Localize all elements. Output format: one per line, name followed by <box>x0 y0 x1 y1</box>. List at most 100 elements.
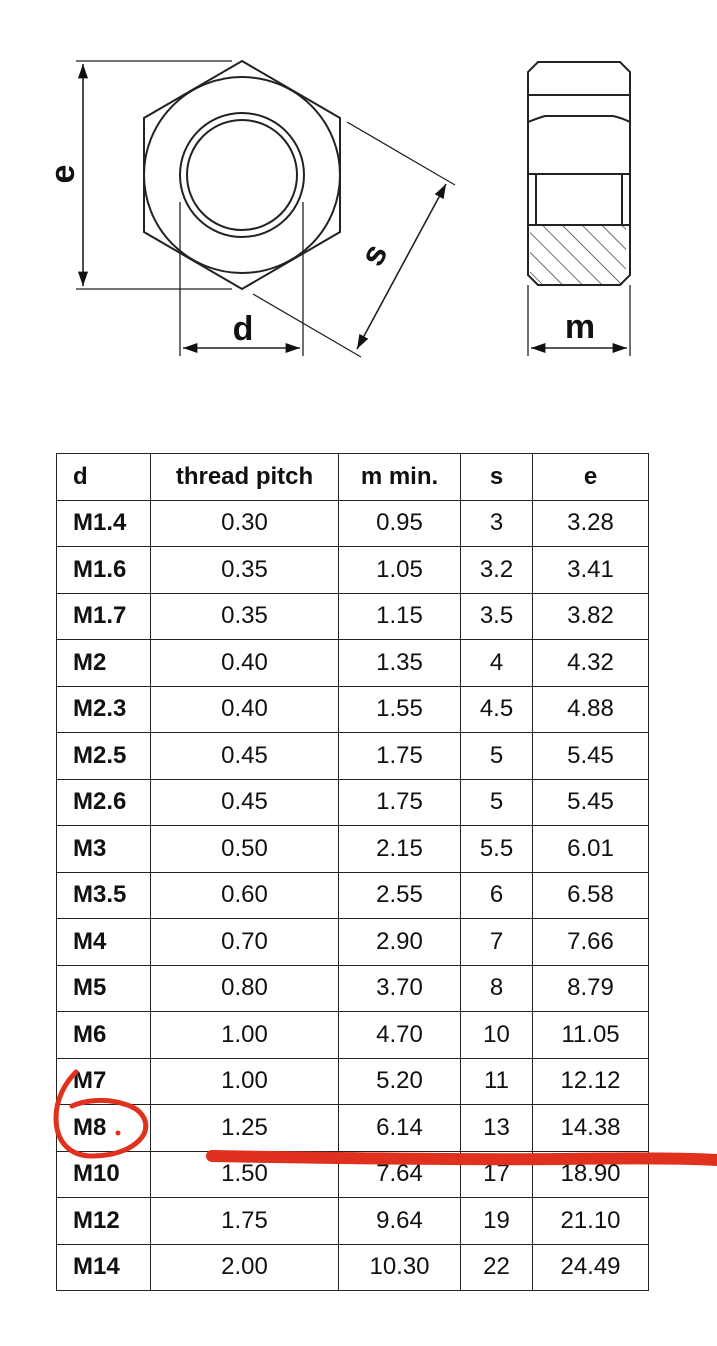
table-row: M2.3 0.40 1.55 4.5 4.88 <box>56 685 649 733</box>
label-m: m <box>565 308 595 346</box>
cell-d: M10 <box>56 1150 151 1198</box>
cell-m-min: 4.70 <box>338 1011 461 1059</box>
table-row: M7 1.00 5.20 11 12.12 <box>56 1057 649 1105</box>
hex-nut-diagram: e d s m <box>44 59 631 358</box>
cell-d: M2.3 <box>56 685 151 733</box>
label-e: e <box>44 165 82 184</box>
cell-m-min: 2.15 <box>338 825 461 873</box>
cell-thread-pitch: 0.40 <box>150 639 339 687</box>
cell-thread-pitch: 0.45 <box>150 732 339 780</box>
cell-m-min: 1.15 <box>338 592 461 640</box>
table-row: M6 1.00 4.70 10 11.05 <box>56 1011 649 1059</box>
cell-s: 3 <box>460 499 533 547</box>
header-d: d <box>56 453 151 501</box>
cell-e: 11.05 <box>532 1011 649 1059</box>
chamfer-circle <box>143 76 341 274</box>
cell-thread-pitch: 0.60 <box>150 871 339 919</box>
label-d: d <box>233 310 254 348</box>
table-row: M3.5 0.60 2.55 6 6.58 <box>56 871 649 919</box>
thread-outer-circle <box>179 112 305 238</box>
table-row: M12 1.75 9.64 19 21.10 <box>56 1197 649 1245</box>
cell-d: M3 <box>56 825 151 873</box>
cell-e: 14.38 <box>532 1104 649 1152</box>
cell-m-min: 7.64 <box>338 1150 461 1198</box>
cell-s: 10 <box>460 1011 533 1059</box>
cell-e: 24.49 <box>532 1243 649 1291</box>
cell-s: 6 <box>460 871 533 919</box>
cell-e: 6.01 <box>532 825 649 873</box>
table-row: M5 0.80 3.70 8 8.79 <box>56 964 649 1012</box>
table-body: M1.4 0.30 0.95 3 3.28 M1.6 0.35 1.05 3.2 3.41 M1.7… <box>56 499 649 1291</box>
side-view <box>527 61 631 356</box>
cell-e: 3.28 <box>532 499 649 547</box>
cell-e: 4.88 <box>532 685 649 733</box>
cell-m-min: 6.14 <box>338 1104 461 1152</box>
cell-s: 5.5 <box>460 825 533 873</box>
table-row: M4 0.70 2.90 7 7.66 <box>56 918 649 966</box>
table-row: M1.4 0.30 0.95 3 3.28 <box>56 499 649 547</box>
table-row: M1.7 0.35 1.15 3.5 3.82 <box>56 592 649 640</box>
cell-thread-pitch: 0.40 <box>150 685 339 733</box>
cell-m-min: 1.05 <box>338 546 461 594</box>
cell-m-min: 1.55 <box>338 685 461 733</box>
table-row: M3 0.50 2.15 5.5 6.01 <box>56 825 649 873</box>
header-s: s <box>460 453 533 501</box>
hex-outline <box>143 59 341 291</box>
cell-e: 4.32 <box>532 639 649 687</box>
cell-m-min: 10.30 <box>338 1243 461 1291</box>
cell-thread-pitch: 0.30 <box>150 499 339 547</box>
cell-thread-pitch: 0.35 <box>150 546 339 594</box>
cell-s: 13 <box>460 1104 533 1152</box>
cell-m-min: 3.70 <box>338 964 461 1012</box>
cell-s: 3.2 <box>460 546 533 594</box>
cell-d: M12 <box>56 1197 151 1245</box>
cell-e: 3.82 <box>532 592 649 640</box>
cell-thread-pitch: 0.80 <box>150 964 339 1012</box>
cell-s: 3.5 <box>460 592 533 640</box>
header-thread-pitch: thread pitch <box>150 453 339 501</box>
cell-s: 8 <box>460 964 533 1012</box>
cell-e: 21.10 <box>532 1197 649 1245</box>
cell-s: 22 <box>460 1243 533 1291</box>
cell-d: M3.5 <box>56 871 151 919</box>
cell-s: 19 <box>460 1197 533 1245</box>
cell-d: M7 <box>56 1057 151 1105</box>
cell-m-min: 2.55 <box>338 871 461 919</box>
label-s: s <box>353 238 395 273</box>
cell-e: 8.79 <box>532 964 649 1012</box>
cell-d: M4 <box>56 918 151 966</box>
table-row: M2.6 0.45 1.75 5 5.45 <box>56 778 649 826</box>
table-header-row: d thread pitch m min. s e <box>56 453 649 501</box>
cell-thread-pitch: 0.45 <box>150 778 339 826</box>
cell-m-min: 0.95 <box>338 499 461 547</box>
cell-s: 11 <box>460 1057 533 1105</box>
header-m-min: m min. <box>338 453 461 501</box>
cell-e: 12.12 <box>532 1057 649 1105</box>
cell-s: 17 <box>460 1150 533 1198</box>
front-view <box>76 59 456 358</box>
header-e: e <box>532 453 649 501</box>
cell-e: 5.45 <box>532 778 649 826</box>
cell-m-min: 1.75 <box>338 732 461 780</box>
cell-thread-pitch: 1.25 <box>150 1104 339 1152</box>
cell-e: 6.58 <box>532 871 649 919</box>
side-outline <box>527 61 631 286</box>
cell-m-min: 2.90 <box>338 918 461 966</box>
cell-m-min: 9.64 <box>338 1197 461 1245</box>
cell-thread-pitch: 0.70 <box>150 918 339 966</box>
cell-d: M5 <box>56 964 151 1012</box>
cell-e: 7.66 <box>532 918 649 966</box>
cell-d: M1.7 <box>56 592 151 640</box>
table-row: M2 0.40 1.35 4 4.32 <box>56 639 649 687</box>
cell-d: M2 <box>56 639 151 687</box>
s-dimension-line <box>356 183 447 350</box>
cell-d: M2.5 <box>56 732 151 780</box>
cell-d: M1.6 <box>56 546 151 594</box>
cell-m-min: 1.75 <box>338 778 461 826</box>
cell-s: 5 <box>460 732 533 780</box>
cell-e: 18.90 <box>532 1150 649 1198</box>
hatched-section <box>530 225 626 285</box>
cell-s: 4 <box>460 639 533 687</box>
table-row: M8 1.25 6.14 13 14.38 <box>56 1104 649 1152</box>
cell-d: M14 <box>56 1243 151 1291</box>
